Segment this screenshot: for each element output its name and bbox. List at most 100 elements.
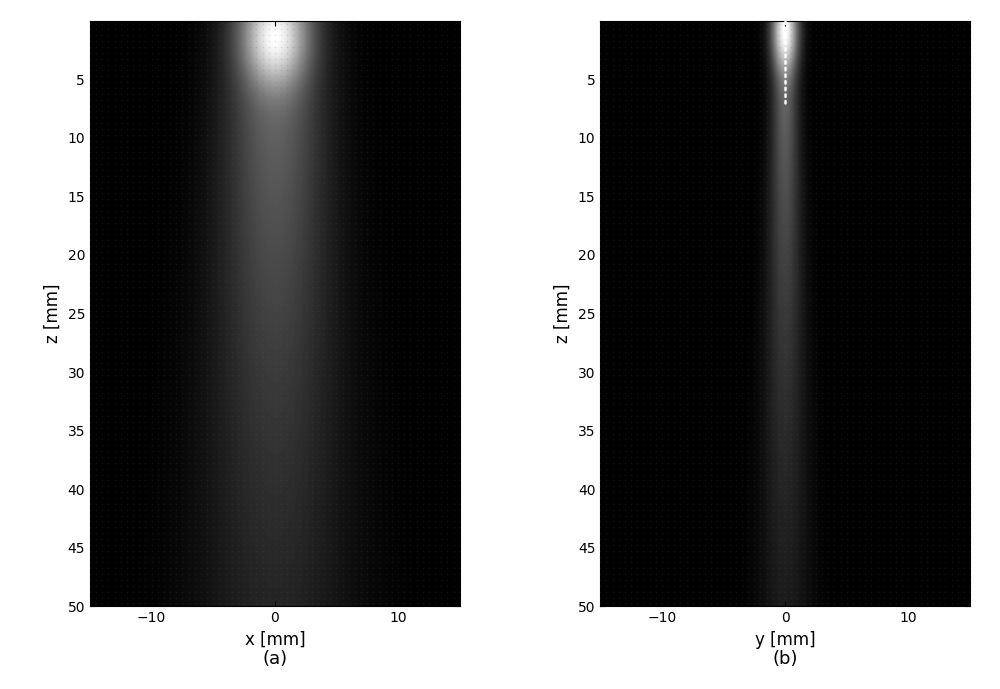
Point bbox=[611, 153, 627, 164]
Point bbox=[802, 65, 818, 76]
Point bbox=[716, 217, 732, 228]
Point bbox=[814, 141, 830, 152]
Point bbox=[956, 381, 972, 392]
Point bbox=[328, 446, 344, 457]
Point bbox=[783, 141, 799, 152]
Point bbox=[716, 59, 732, 70]
Point bbox=[402, 18, 418, 29]
Point bbox=[925, 76, 941, 88]
Point bbox=[944, 59, 960, 70]
Point bbox=[304, 18, 320, 29]
Point bbox=[722, 369, 738, 380]
Point bbox=[328, 48, 344, 59]
Point bbox=[765, 59, 781, 70]
Point bbox=[211, 53, 227, 64]
Point bbox=[783, 123, 799, 134]
Point bbox=[913, 598, 929, 609]
Point bbox=[409, 446, 425, 457]
Point bbox=[666, 475, 682, 486]
Point bbox=[199, 112, 215, 123]
Point bbox=[211, 182, 227, 193]
Point bbox=[365, 451, 381, 462]
Point bbox=[802, 510, 818, 521]
Point bbox=[261, 451, 277, 462]
Point bbox=[446, 135, 462, 146]
Point bbox=[876, 53, 892, 64]
Point bbox=[611, 229, 627, 240]
Point bbox=[439, 258, 455, 269]
Point bbox=[427, 30, 443, 41]
Point bbox=[131, 53, 147, 64]
Point bbox=[113, 276, 129, 287]
Point bbox=[839, 498, 855, 509]
Point bbox=[236, 36, 252, 47]
Point bbox=[857, 270, 873, 281]
Point bbox=[242, 30, 258, 41]
Point bbox=[255, 200, 271, 211]
Point bbox=[796, 217, 812, 228]
Point bbox=[421, 387, 437, 398]
Point bbox=[439, 399, 455, 410]
Point bbox=[353, 53, 369, 64]
Point bbox=[648, 247, 664, 258]
Point bbox=[316, 65, 332, 76]
Point bbox=[814, 399, 830, 410]
Point bbox=[728, 510, 744, 521]
Point bbox=[279, 376, 295, 387]
Point bbox=[156, 358, 172, 369]
Point bbox=[255, 294, 271, 305]
Point bbox=[802, 240, 818, 251]
Point bbox=[168, 147, 184, 158]
Point bbox=[205, 100, 221, 111]
Point bbox=[168, 533, 184, 544]
Point bbox=[802, 170, 818, 181]
Point bbox=[629, 282, 645, 293]
Point bbox=[882, 200, 898, 211]
Point bbox=[322, 76, 338, 88]
Point bbox=[365, 176, 381, 187]
Point bbox=[242, 329, 258, 340]
Point bbox=[685, 551, 701, 562]
Point bbox=[839, 18, 855, 29]
Point bbox=[944, 563, 960, 574]
Point bbox=[211, 551, 227, 562]
Point bbox=[654, 575, 670, 586]
Point bbox=[131, 340, 147, 351]
Point bbox=[100, 200, 116, 211]
Point bbox=[372, 83, 388, 94]
Point bbox=[261, 463, 277, 474]
Point bbox=[199, 247, 215, 258]
Point bbox=[384, 575, 400, 586]
Point bbox=[851, 223, 867, 234]
Point bbox=[94, 551, 110, 562]
Point bbox=[156, 258, 172, 269]
Point bbox=[882, 586, 898, 597]
Point bbox=[113, 118, 129, 129]
Point bbox=[740, 130, 756, 141]
Point bbox=[372, 522, 388, 533]
Point bbox=[328, 83, 344, 94]
Point bbox=[193, 153, 209, 164]
Point bbox=[635, 112, 651, 123]
Point bbox=[679, 65, 695, 76]
Point bbox=[746, 18, 762, 29]
Point bbox=[839, 493, 855, 504]
Point bbox=[322, 369, 338, 380]
Point bbox=[635, 393, 651, 404]
Point bbox=[648, 200, 664, 211]
Point bbox=[944, 416, 960, 427]
Point bbox=[660, 457, 676, 469]
Point bbox=[119, 264, 135, 275]
Point bbox=[267, 88, 283, 99]
Point bbox=[218, 340, 234, 351]
Point bbox=[168, 53, 184, 64]
Point bbox=[691, 533, 707, 544]
Point bbox=[691, 158, 707, 169]
Point bbox=[236, 387, 252, 398]
Point bbox=[900, 100, 916, 111]
Point bbox=[285, 205, 301, 216]
Point bbox=[592, 223, 608, 234]
Point bbox=[808, 258, 824, 269]
Point bbox=[740, 212, 756, 223]
Point bbox=[845, 317, 861, 328]
